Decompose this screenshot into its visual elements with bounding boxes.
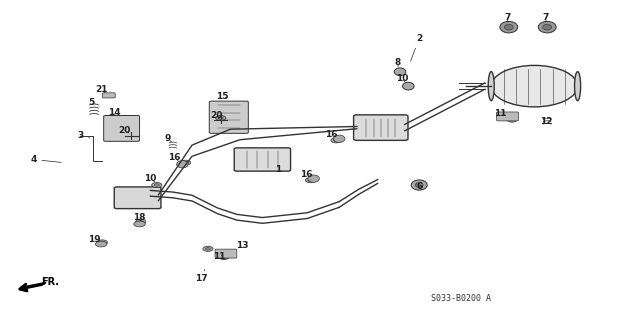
Circle shape — [509, 118, 515, 121]
Ellipse shape — [488, 72, 494, 101]
Text: 9: 9 — [164, 134, 172, 143]
Text: 11: 11 — [494, 109, 507, 118]
Text: 14: 14 — [108, 108, 120, 117]
Ellipse shape — [500, 21, 518, 33]
FancyBboxPatch shape — [234, 148, 291, 171]
Ellipse shape — [538, 21, 556, 33]
Text: 20: 20 — [210, 111, 223, 120]
Circle shape — [305, 178, 316, 183]
Text: 15: 15 — [216, 92, 229, 101]
Text: 10: 10 — [396, 74, 408, 83]
Circle shape — [507, 117, 517, 122]
Circle shape — [180, 160, 191, 165]
Text: 18: 18 — [133, 213, 146, 222]
Text: 16: 16 — [325, 130, 338, 139]
FancyBboxPatch shape — [102, 93, 115, 98]
Ellipse shape — [394, 68, 406, 76]
Text: 12: 12 — [540, 117, 552, 126]
Circle shape — [218, 117, 223, 119]
Text: 8: 8 — [395, 58, 401, 67]
FancyBboxPatch shape — [114, 187, 161, 209]
Text: 21: 21 — [95, 85, 108, 94]
FancyBboxPatch shape — [104, 115, 140, 141]
Ellipse shape — [412, 180, 428, 190]
Ellipse shape — [492, 65, 578, 107]
Text: 13: 13 — [236, 241, 248, 250]
Text: 7: 7 — [543, 13, 549, 22]
Circle shape — [183, 161, 188, 164]
Ellipse shape — [308, 175, 319, 182]
Circle shape — [221, 256, 227, 258]
Circle shape — [154, 184, 159, 186]
Ellipse shape — [177, 160, 188, 168]
Ellipse shape — [415, 182, 423, 188]
Circle shape — [333, 139, 339, 142]
FancyBboxPatch shape — [215, 249, 237, 258]
Circle shape — [216, 115, 226, 121]
Text: 3: 3 — [77, 131, 90, 140]
Text: 11: 11 — [212, 252, 225, 261]
Circle shape — [134, 221, 145, 227]
Text: FR.: FR. — [42, 277, 60, 287]
Ellipse shape — [543, 24, 552, 30]
Circle shape — [97, 240, 108, 245]
Text: 10: 10 — [144, 174, 157, 183]
Circle shape — [221, 256, 227, 258]
Text: 6: 6 — [416, 182, 422, 191]
Circle shape — [203, 246, 213, 251]
Circle shape — [219, 254, 229, 259]
Text: 7: 7 — [504, 13, 511, 22]
Circle shape — [152, 182, 162, 188]
Text: 16: 16 — [168, 153, 180, 162]
Ellipse shape — [504, 24, 513, 30]
Text: 2: 2 — [411, 34, 422, 61]
FancyBboxPatch shape — [497, 112, 518, 121]
Text: 1: 1 — [275, 165, 282, 174]
Circle shape — [219, 254, 229, 259]
Circle shape — [205, 248, 211, 250]
Ellipse shape — [333, 135, 345, 142]
Circle shape — [100, 241, 105, 244]
Ellipse shape — [403, 82, 414, 90]
Circle shape — [308, 179, 313, 182]
Ellipse shape — [575, 72, 580, 101]
Text: 5: 5 — [88, 98, 99, 107]
Circle shape — [136, 219, 146, 224]
FancyBboxPatch shape — [354, 115, 408, 140]
Text: 16: 16 — [300, 170, 312, 179]
Text: 17: 17 — [195, 270, 208, 283]
Circle shape — [138, 220, 143, 223]
Text: 20: 20 — [118, 126, 131, 135]
Circle shape — [331, 138, 341, 143]
FancyBboxPatch shape — [209, 101, 248, 133]
Text: 4: 4 — [30, 155, 61, 164]
Text: 19: 19 — [88, 235, 101, 244]
Text: S033-B0200 A: S033-B0200 A — [431, 294, 491, 303]
Circle shape — [95, 241, 107, 247]
